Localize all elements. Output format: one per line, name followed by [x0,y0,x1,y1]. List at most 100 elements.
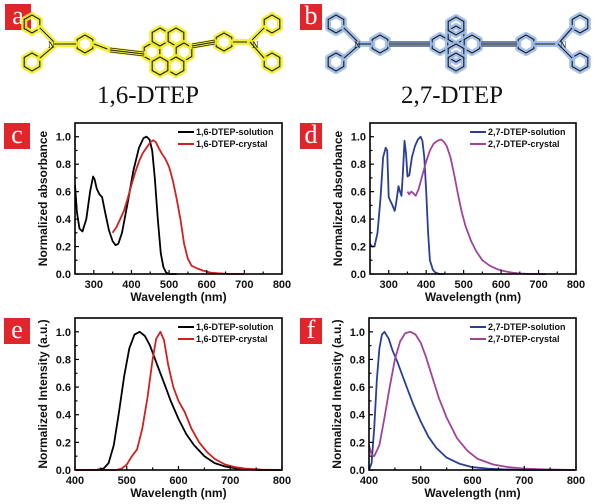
molecule-bond [249,41,265,59]
x-tick-label: 500 [412,475,430,487]
x-axis-label: Wavelength (nm) [425,290,521,304]
legend-label: 2,7-DTEP-solution [488,322,566,332]
x-tick-label: 700 [515,475,533,487]
y-tick-label: 0.2 [350,437,365,449]
panel-label-e: e [4,317,30,344]
y-tick-label: 0.6 [350,382,365,394]
molecule-bond [249,27,265,43]
nitrogen-atom-label: N [354,40,361,50]
molecule-triple-bond-line [109,47,145,53]
x-tick-label: 400 [417,279,435,291]
y-tick-label: 0.4 [350,410,366,422]
x-tick-label: 600 [198,279,216,291]
molecule-bond [39,45,55,59]
molecule-bond [39,27,55,43]
panel-label-f: f [300,317,322,344]
series-line-crystal [406,138,546,275]
x-tick-label: 700 [221,475,239,487]
molecule-ring [517,34,535,54]
molecule-ring [327,14,345,34]
y-axis-label: Normalized Intensity (a.u.) [330,319,344,468]
molecule-ring [447,43,465,63]
x-axis-label: Wavelength (nm) [130,486,226,500]
molecule-ring [23,14,41,34]
y-tick-label: 1.0 [56,327,71,339]
series-line-crystal [75,330,283,471]
legend-label: 2,7-DTEP-crystal [488,139,560,149]
chart-panel-d: 300 400 500 600 700 800 0.0 0.2 0.4 0.6 0.8 1.0 Wave… [331,122,585,304]
molecule-bond [557,27,573,45]
y-tick-label: 1.0 [56,132,71,144]
panel-label-c: c [4,122,30,149]
molecule-ring [447,52,465,72]
molecule-ring [463,34,481,54]
molecule-ring [571,14,589,34]
legend-label: 2,7-DTEP-solution [488,127,566,137]
y-tick-label: 0.6 [56,382,71,394]
x-tick-label: 700 [529,279,547,291]
molecule-ring [215,32,233,52]
y-tick-label: 0.2 [351,242,366,254]
x-tick-label: 500 [118,475,136,487]
series-line-solution [368,330,576,471]
molecule-name-2-7-dtep: 2,7-DTEP [400,82,504,109]
series-line-solution [75,330,282,471]
y-axis-label: Normalized Intensity (a.u.) [36,319,50,468]
legend-label: 1,6-DTEP-crystal [196,139,268,149]
x-axis-label: Wavelength (nm) [424,486,520,500]
x-tick-label: 800 [273,475,291,487]
series-line-crystal [111,139,245,275]
molecule-triple-bond-line [109,51,145,57]
x-tick-label: 600 [463,475,481,487]
x-tick-label: 800 [273,279,291,291]
series-line-solution [369,135,445,275]
y-tick-label: 0.8 [350,354,365,366]
x-tick-label: 600 [492,279,510,291]
panel-label-b: b [300,3,322,30]
x-tick-label: 700 [235,279,253,291]
chart-panel-c: 300 400 500 600 700 800 0.0 0.2 0.4 0.6 0.8 1.0 Wave… [36,122,291,304]
molecule-triple-bond-line [191,39,216,45]
x-tick-label: 500 [160,279,178,291]
molecule-triple-bond [109,49,145,55]
y-tick-label: 0.0 [350,465,365,477]
legend-label: 2,7-DTEP-crystal [488,334,560,344]
plot-frame [74,122,283,275]
y-tick-label: 0.6 [351,187,366,199]
y-tick-label: 0.8 [56,354,71,366]
molecule-triple-bond-line [191,43,216,49]
molecule-ring [151,56,169,76]
nitrogen-atom-label: N [560,40,567,50]
nitrogen-atom-label: N [252,40,259,50]
x-tick-label: 400 [122,279,140,291]
y-axis-label: Normalized absorbance [36,130,50,266]
x-tick-label: 300 [380,279,398,291]
series-line-solution [74,135,177,275]
molecule-name-1-6-dtep: 1,6-DTEP [96,82,200,109]
molecule-bond [343,27,359,43]
x-tick-label: 800 [567,279,585,291]
x-tick-label: 400 [66,475,84,487]
panel-label-d: d [300,122,322,149]
y-axis-label: Normalized absorbance [331,130,345,266]
legend-label: 1,6-DTEP-solution [196,127,274,137]
molecule-bond [343,45,359,59]
plot-frame [369,122,577,275]
y-tick-label: 0.0 [56,269,71,281]
y-tick-label: 0.8 [56,159,71,171]
legend-label: 1,6-DTEP-crystal [196,334,268,344]
x-tick-label: 400 [360,475,378,487]
y-tick-label: 0.4 [351,214,367,226]
molecule-ring [263,14,281,34]
x-tick-label: 800 [567,475,585,487]
y-tick-label: 0.2 [56,242,71,254]
chart-panel-e: 400 500 600 700 800 0.0 0.2 0.4 0.6 0.8 1.0 Wavelen… [36,317,291,500]
molecule-triple-bond [191,41,216,47]
y-tick-label: 0.4 [56,410,72,422]
molecule-ring [447,16,465,36]
y-tick-label: 0.0 [351,269,366,281]
legend-label: 1,6-DTEP-solution [196,322,274,332]
